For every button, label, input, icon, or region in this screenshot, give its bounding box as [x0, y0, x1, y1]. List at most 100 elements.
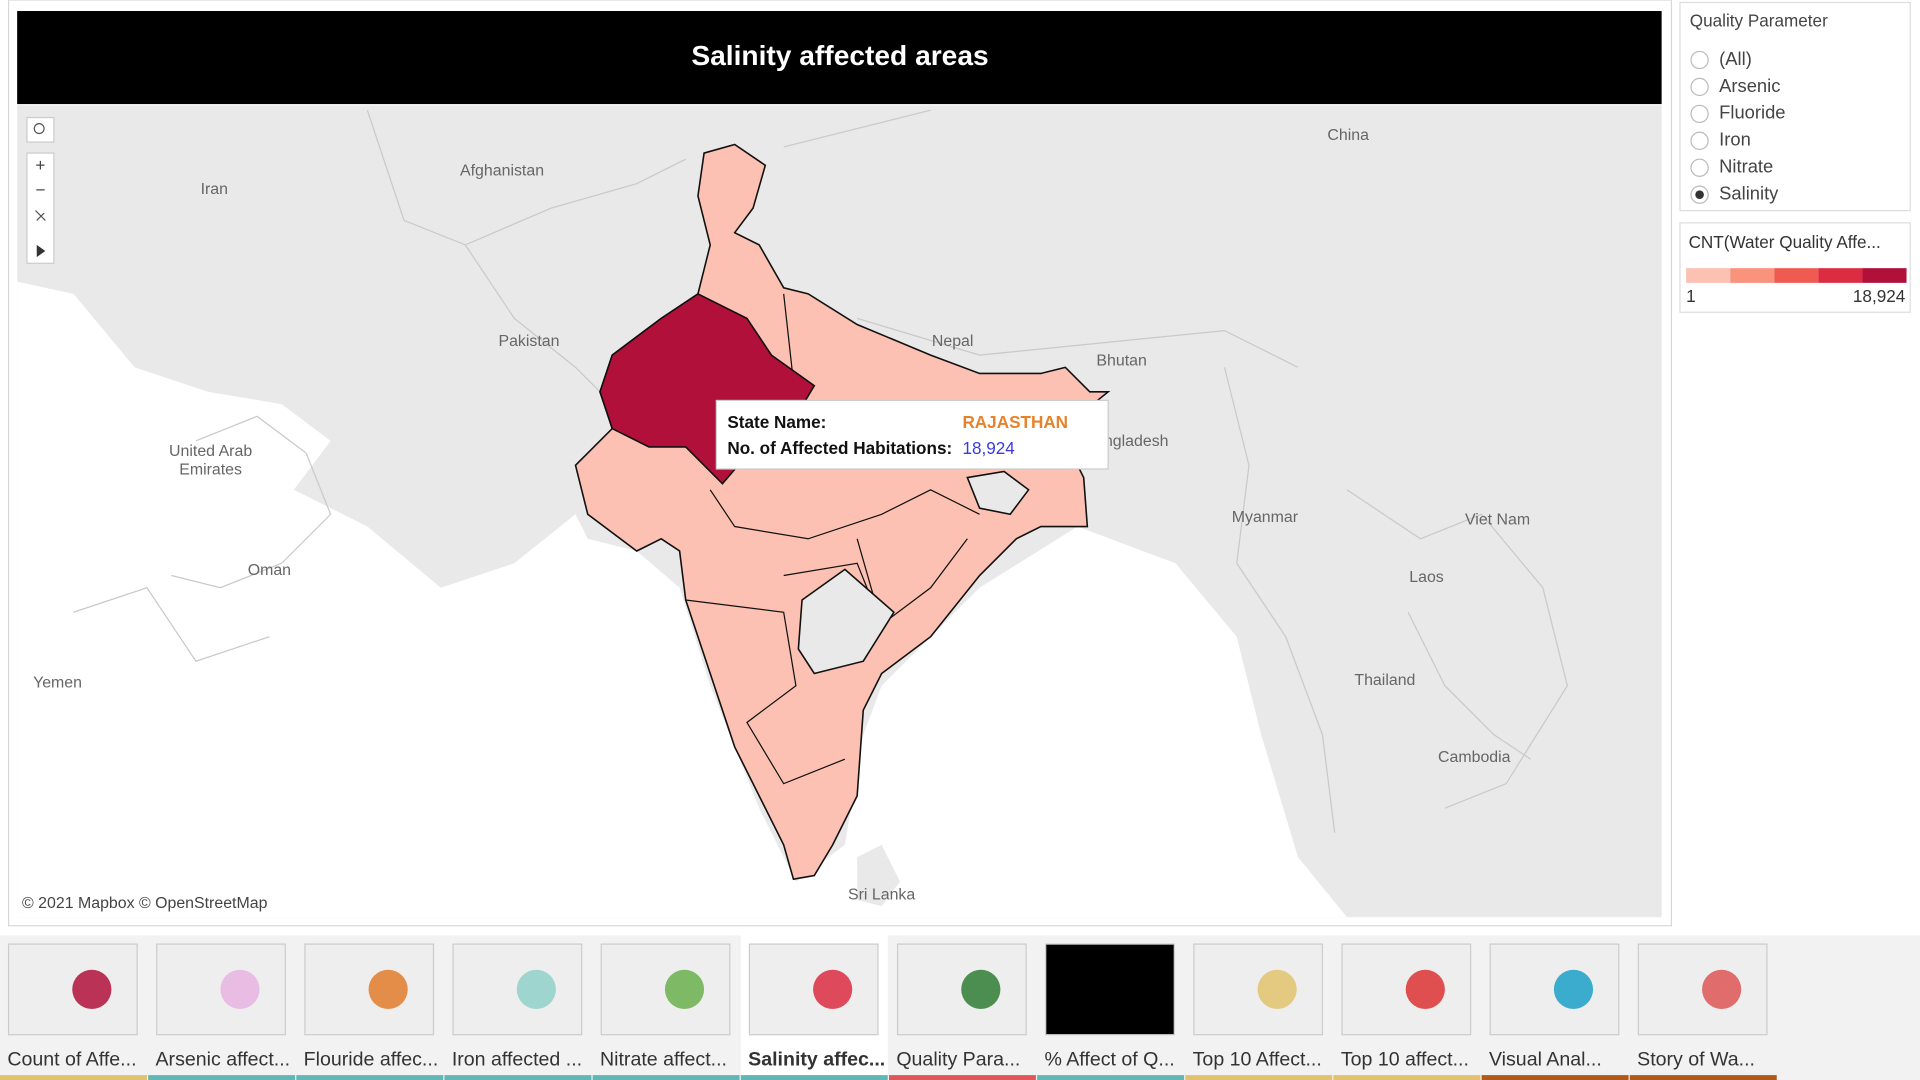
tooltip: State Name: RAJASTHAN No. of Affected Ha…: [715, 399, 1109, 470]
filter-option[interactable]: Iron: [1719, 129, 1751, 150]
tab-color-bar: [1333, 1075, 1481, 1080]
map-sea: [17, 281, 1347, 918]
zoom-controls: [26, 152, 55, 264]
west-bengal-gap: [966, 470, 1030, 516]
radio-button[interactable]: [1690, 104, 1709, 124]
thumbnail-mark: [813, 969, 853, 1009]
tab-thumbnail: [1193, 943, 1324, 1036]
zoom-in[interactable]: +: [35, 155, 45, 175]
tab-color-bar: [296, 1075, 444, 1080]
tab-color-bar: [0, 1075, 147, 1080]
legend: CNT(Water Quality Affe... 1 18,924: [1679, 222, 1911, 313]
legend-swatch: [1818, 268, 1863, 283]
thumbnail-mark: [516, 969, 556, 1009]
radio-button[interactable]: [1690, 50, 1709, 70]
country-label: Pakistan: [498, 333, 559, 350]
tab-label[interactable]: Nitrate affect...: [600, 1049, 727, 1071]
filter-option[interactable]: Fluoride: [1719, 102, 1785, 123]
legend-box: [1679, 222, 1911, 313]
dashboard-title: Salinity affected areas: [691, 40, 988, 71]
tab-label[interactable]: % Affect of Q...: [1044, 1049, 1174, 1071]
country-label: Oman: [248, 562, 291, 579]
tab-color-bar: [740, 1075, 888, 1080]
tooltip-label: State Name:: [727, 412, 826, 432]
country-label: Iran: [201, 181, 228, 198]
filter-panel: Quality Parameter (All) Arsenic Fluoride Ir…: [1679, 1, 1911, 212]
map: IranAfghanistanPakistanChinaNepalBhutanB…: [17, 105, 1662, 918]
legend-swatches: [1686, 268, 1907, 283]
telangana: [797, 568, 895, 675]
thumbnail-mark: [1109, 969, 1149, 1009]
tab-label[interactable]: Salinity affec...: [748, 1049, 885, 1071]
country-label: China: [1327, 127, 1369, 144]
india-states: [574, 143, 1111, 881]
tab-label[interactable]: Top 10 Affect...: [1193, 1049, 1322, 1071]
thumbnail-mark: [664, 969, 705, 1009]
map-controls: + −: [26, 116, 55, 264]
tab-label[interactable]: Quality Para...: [896, 1049, 1020, 1071]
tab-color-bar: [1481, 1075, 1629, 1080]
tab-label[interactable]: Iron affected ...: [452, 1049, 582, 1071]
country-label: United Arab: [169, 443, 252, 460]
legend-swatch: [1730, 268, 1775, 283]
tab-label[interactable]: Arsenic affect...: [156, 1049, 291, 1071]
tooltip-value: RAJASTHAN: [962, 412, 1068, 432]
radio-dot: [1695, 190, 1704, 199]
radio-button[interactable]: [1690, 77, 1709, 97]
legend-title: CNT(Water Quality Affe...: [1689, 232, 1881, 252]
tab-label[interactable]: Count of Affe...: [7, 1049, 136, 1071]
title-bar: [17, 11, 1662, 105]
thumbnail-mark: [1405, 969, 1445, 1009]
legend-swatch: [1774, 268, 1819, 283]
tab-color-bar: [148, 1075, 296, 1080]
country-label: Viet Nam: [1465, 512, 1530, 529]
tooltip-value: 18,924: [962, 438, 1015, 458]
country-label: Nepal: [932, 333, 974, 350]
tab-label[interactable]: Story of Wa...: [1637, 1049, 1755, 1071]
country-label: Cambodia: [1438, 749, 1511, 766]
legend-max: 18,924: [1853, 286, 1906, 306]
country-label: Sri Lanka: [848, 886, 915, 903]
tab-color-bar: [1037, 1075, 1185, 1080]
legend-swatch: [1862, 268, 1907, 283]
country-label: Emirates: [179, 461, 242, 478]
tab-label[interactable]: Flouride affec...: [304, 1049, 439, 1071]
map-attribution: © 2021 Mapbox © OpenStreetMap: [22, 895, 268, 912]
borders: [73, 109, 1569, 833]
tab-label[interactable]: Top 10 affect...: [1341, 1049, 1469, 1071]
filter-option[interactable]: Nitrate: [1719, 156, 1773, 177]
expand-button[interactable]: [36, 244, 46, 258]
tab-color-bar: [1185, 1075, 1333, 1080]
legend-min: 1: [1686, 286, 1696, 306]
filter-box: [1679, 1, 1911, 212]
thumbnail-mark: [1553, 969, 1594, 1009]
filter-option[interactable]: Salinity: [1719, 183, 1779, 204]
pin-button[interactable]: [35, 210, 46, 221]
country-label: Laos: [1409, 569, 1444, 586]
filter-option[interactable]: Arsenic: [1719, 75, 1780, 96]
radio-button[interactable]: [1690, 158, 1709, 177]
tab-label[interactable]: Visual Anal...: [1489, 1049, 1602, 1071]
thumbnail-mark: [961, 969, 1001, 1009]
tooltip-label: No. of Affected Habitations:: [727, 438, 952, 458]
zoom-out[interactable]: −: [35, 180, 45, 200]
thumbnail-mark: [1702, 969, 1742, 1009]
tabs: Count of Affe... Arsenic affect... Flourid…: [0, 935, 1777, 1080]
tab-color-bar: [592, 1075, 740, 1080]
radio-button[interactable]: [1690, 131, 1709, 150]
tooltip-box: [715, 399, 1109, 470]
legend-swatch: [1686, 268, 1731, 283]
tab-color-bar: [888, 1075, 1036, 1080]
country-label: Yemen: [33, 674, 82, 691]
search-icon: [33, 123, 45, 135]
sri-lanka: [857, 844, 900, 907]
tab-color-bar: [444, 1075, 592, 1080]
filter-title: Quality Parameter: [1690, 11, 1828, 31]
search-button[interactable]: [26, 116, 55, 143]
thumbnail-mark: [72, 969, 112, 1009]
filter-option[interactable]: (All): [1719, 48, 1752, 69]
thumbnail-mark: [368, 969, 408, 1009]
country-label: Bhutan: [1096, 352, 1146, 369]
country-label: Myanmar: [1232, 509, 1299, 526]
